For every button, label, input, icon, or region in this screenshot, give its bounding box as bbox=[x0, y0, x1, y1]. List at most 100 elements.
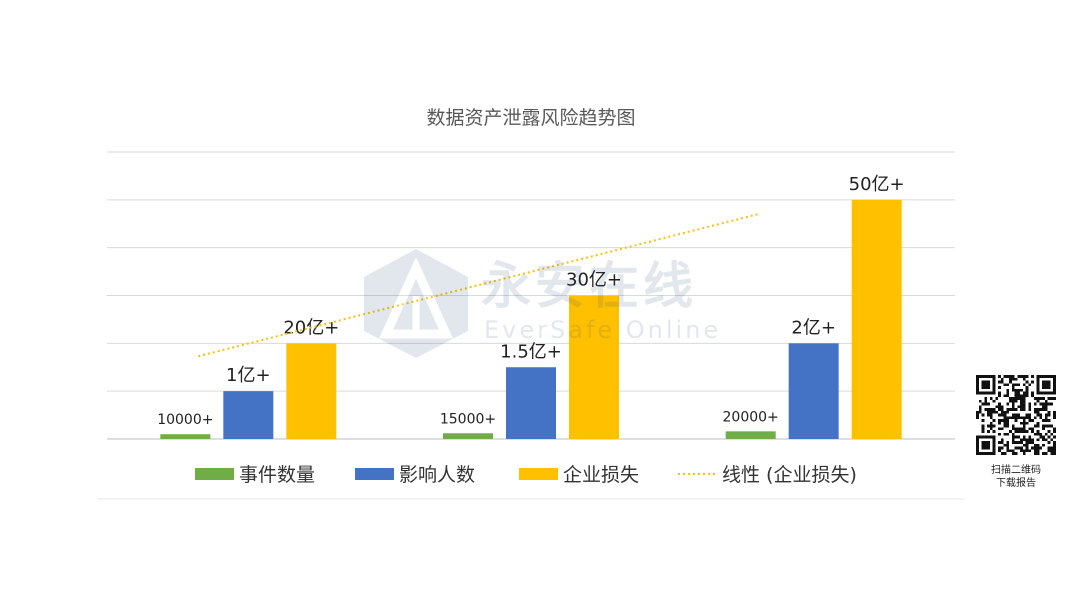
legend-label: 事件数量 bbox=[239, 464, 315, 486]
qr-module bbox=[1044, 438, 1048, 442]
qr-module bbox=[992, 375, 996, 378]
qr-module bbox=[992, 443, 996, 447]
qr-module bbox=[976, 391, 979, 395]
qr-module bbox=[1036, 386, 1040, 389]
qr-module bbox=[1003, 410, 1007, 414]
qr-module bbox=[1025, 388, 1029, 392]
qr-module bbox=[1020, 394, 1023, 398]
qr-module bbox=[1039, 446, 1043, 450]
qr-module bbox=[984, 399, 988, 403]
qr-module bbox=[1009, 430, 1012, 433]
qr-module bbox=[1022, 375, 1026, 378]
qr-module bbox=[1028, 449, 1032, 453]
qr-module bbox=[978, 435, 982, 439]
qr-module bbox=[1053, 413, 1056, 417]
qr-module bbox=[1053, 380, 1056, 384]
qr-module bbox=[1000, 380, 1004, 384]
qr-module bbox=[992, 419, 996, 422]
qr-module bbox=[1042, 397, 1045, 400]
qr-module bbox=[989, 413, 993, 417]
qr-module bbox=[1006, 416, 1010, 420]
qr-module bbox=[1003, 375, 1007, 378]
qr-module bbox=[1036, 438, 1040, 442]
qr-module bbox=[1033, 446, 1037, 450]
qr-module bbox=[1006, 410, 1010, 414]
qr-module bbox=[1042, 375, 1045, 378]
qr-module bbox=[992, 446, 996, 450]
trendline bbox=[198, 212, 761, 358]
qr-module bbox=[998, 391, 1001, 395]
qr-module bbox=[989, 410, 993, 414]
qr-module bbox=[1009, 380, 1012, 384]
qr-module bbox=[976, 386, 979, 389]
qr-module bbox=[989, 421, 993, 425]
qr-module bbox=[1011, 399, 1015, 403]
qr-module bbox=[976, 383, 979, 387]
qr-module bbox=[981, 383, 985, 387]
legend-label: 线性 (企业损失) bbox=[722, 464, 857, 486]
qr-module bbox=[992, 391, 996, 395]
qr-module bbox=[1047, 413, 1051, 417]
qr-module bbox=[981, 452, 985, 455]
bar bbox=[569, 295, 619, 439]
qr-module bbox=[976, 410, 979, 414]
qr-module bbox=[1047, 446, 1051, 450]
qr-module bbox=[1028, 427, 1032, 431]
qr-module bbox=[1044, 416, 1048, 420]
qr-module bbox=[1033, 432, 1037, 436]
qr-module bbox=[1020, 421, 1023, 425]
qr-module bbox=[1017, 435, 1021, 439]
qr-module bbox=[1047, 449, 1051, 453]
qr-module bbox=[1009, 399, 1012, 403]
qr-module bbox=[1025, 441, 1029, 444]
bar bbox=[788, 343, 839, 439]
qr-module bbox=[987, 443, 990, 447]
qr-module bbox=[1011, 424, 1015, 428]
qr-module bbox=[1042, 419, 1045, 422]
qr-module bbox=[1020, 399, 1023, 403]
qr-module bbox=[1011, 388, 1015, 392]
qr-code[interactable] bbox=[976, 375, 1056, 455]
qr-module bbox=[1050, 402, 1054, 406]
chart-title: 数据资产泄露风险趋势图 bbox=[426, 107, 635, 129]
qr-module bbox=[1042, 405, 1045, 409]
qr-module bbox=[1020, 375, 1023, 378]
legend-swatch bbox=[355, 468, 394, 480]
qr-module bbox=[1014, 388, 1018, 392]
qr-module bbox=[1036, 377, 1040, 381]
qr-module bbox=[1014, 452, 1018, 455]
qr-module bbox=[1017, 375, 1021, 378]
qr-module bbox=[1025, 375, 1029, 378]
qr-module bbox=[1003, 394, 1007, 398]
qr-module bbox=[1017, 413, 1021, 417]
data-label: 10000+ bbox=[157, 412, 213, 428]
qr-module bbox=[998, 408, 1001, 411]
qr-module bbox=[1022, 452, 1026, 455]
qr-module bbox=[1017, 446, 1021, 450]
qr-module bbox=[1020, 416, 1023, 420]
qr-module bbox=[998, 449, 1001, 453]
qr-module bbox=[1039, 416, 1043, 420]
qr-module bbox=[1006, 383, 1010, 387]
qr-module bbox=[989, 375, 993, 378]
qr-module bbox=[976, 377, 979, 381]
qr-module bbox=[1006, 432, 1010, 436]
qr-module bbox=[1011, 449, 1015, 453]
qr-module bbox=[998, 386, 1001, 389]
qr-module bbox=[1047, 375, 1051, 378]
qr-module bbox=[1036, 452, 1040, 455]
qr-module bbox=[1006, 441, 1010, 444]
qr-module bbox=[1039, 397, 1043, 400]
data-label: 50亿+ bbox=[849, 174, 905, 195]
qr-module bbox=[1039, 375, 1043, 378]
qr-module bbox=[995, 405, 999, 409]
qr-module bbox=[978, 452, 982, 455]
qr-module bbox=[1033, 410, 1037, 414]
qr-module bbox=[992, 452, 996, 455]
qr-module bbox=[1053, 410, 1056, 414]
bar bbox=[286, 343, 337, 439]
qr-module bbox=[1014, 394, 1018, 398]
qr-module bbox=[1028, 405, 1032, 409]
qr-module bbox=[1033, 424, 1037, 428]
qr-module bbox=[1039, 435, 1043, 439]
